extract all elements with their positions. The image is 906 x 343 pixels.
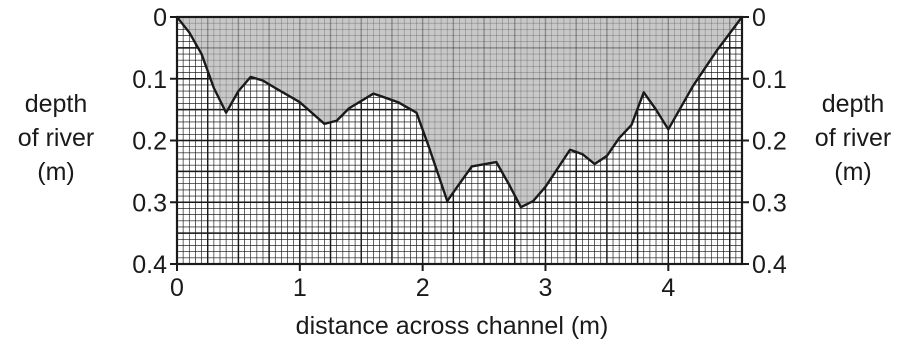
left-y-axis-title-line-2: of river xyxy=(18,124,94,152)
right-y-tick-label: 0 xyxy=(752,4,766,32)
x-tick-label: 0 xyxy=(170,274,184,302)
right-y-tick-label: 0.1 xyxy=(752,66,787,94)
x-tick-label: 3 xyxy=(539,274,553,302)
riverbed-profile-line xyxy=(176,16,743,209)
right-y-axis-title-line-2: of river xyxy=(815,124,891,152)
right-y-tick-label: 0.2 xyxy=(752,128,787,156)
right-y-axis-title-line-1: depth xyxy=(822,90,885,118)
left-y-tick-label: 0.3 xyxy=(132,189,167,217)
left-y-tick-label: 0.2 xyxy=(132,128,167,156)
left-y-tick-label: 0 xyxy=(153,4,167,32)
x-tick-label: 2 xyxy=(416,274,430,302)
tick-marks xyxy=(170,16,749,271)
left-y-tick-label: 0.4 xyxy=(132,251,167,279)
right-y-axis-title-line-3: (m) xyxy=(834,158,871,186)
tick-labels: 0 00.1 0.10.2 0.20.3 0.30.4 0.40 1 2 3 4 xyxy=(132,4,787,302)
left-y-axis-title-line-3: (m) xyxy=(37,158,74,186)
left-y-axis-title-line-1: depth xyxy=(25,90,88,118)
x-tick-label: 4 xyxy=(661,274,675,302)
right-y-tick-label: 0.3 xyxy=(752,189,787,217)
right-y-tick-label: 0.4 xyxy=(752,251,787,279)
left-y-tick-label: 0.1 xyxy=(132,66,167,94)
grid-overlay xyxy=(176,16,743,265)
x-axis-title: distance across channel (m) xyxy=(296,312,609,340)
x-tick-label: 1 xyxy=(293,274,307,302)
